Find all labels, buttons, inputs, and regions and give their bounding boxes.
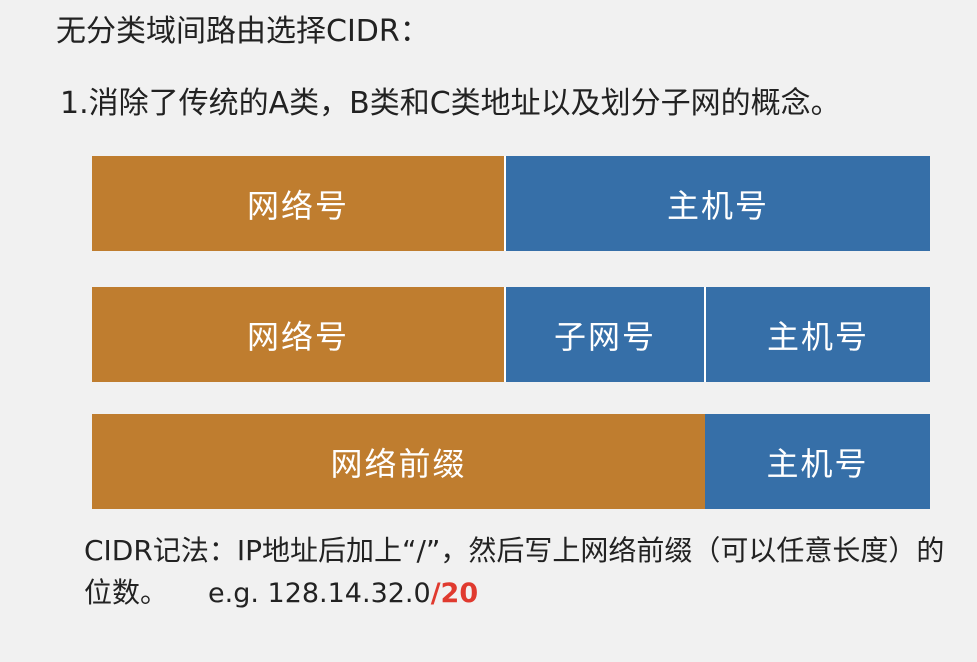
network-number-segment: 网络号 (92, 156, 504, 251)
note-text: CIDR记法：IP地址后加上“/”，然后写上网络前缀（可以任意长度）的位数。 (84, 534, 945, 609)
subnet-number-segment: 子网号 (504, 287, 704, 382)
cidr-notation-note: CIDR记法：IP地址后加上“/”，然后写上网络前缀（可以任意长度）的位数。 e.… (84, 530, 964, 615)
address-bar-classful: 网络号 主机号 (92, 156, 930, 251)
point-text: 1.消除了传统的A类，B类和C类地址以及划分子网的概念。 (60, 86, 841, 121)
network-number-segment: 网络号 (92, 287, 504, 382)
address-bar-cidr: 网络前缀 主机号 (92, 414, 930, 509)
example-ip: e.g. 128.14.32.0/20 (208, 578, 478, 609)
host-number-segment: 主机号 (704, 287, 930, 382)
example-prefix-length: /20 (430, 578, 479, 609)
host-number-segment: 主机号 (705, 414, 930, 509)
address-bar-subnetted: 网络号 子网号 主机号 (92, 287, 930, 382)
network-prefix-segment: 网络前缀 (92, 414, 705, 509)
page-title: 无分类域间路由选择CIDR： (56, 14, 430, 49)
example-ip-address: e.g. 128.14.32.0 (208, 578, 431, 609)
host-number-segment: 主机号 (504, 156, 930, 251)
